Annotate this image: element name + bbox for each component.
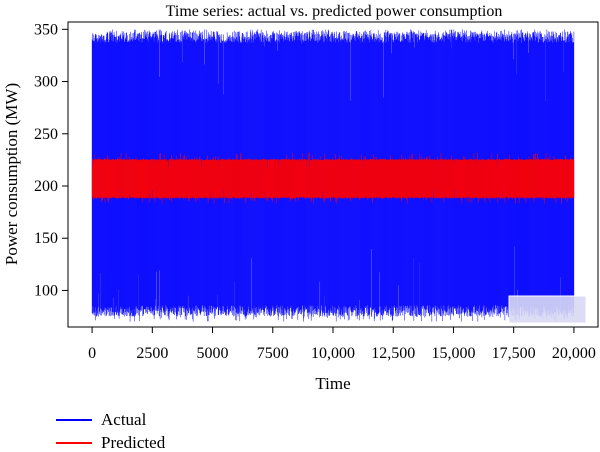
y-tick-label: 200 (34, 178, 58, 195)
x-tick-label: 10,000 (311, 345, 355, 362)
y-tick-label: 300 (34, 74, 58, 91)
y-tick-label: 100 (34, 282, 58, 299)
y-tick-label: 350 (34, 21, 58, 38)
legend-label-predicted: Predicted (101, 433, 166, 452)
x-axis-label: Time (315, 374, 350, 393)
y-tick-label: 250 (34, 126, 58, 143)
x-tick-label: 0 (88, 345, 96, 362)
x-tick-label: 15,000 (431, 345, 475, 362)
legend-label-actual: Actual (101, 410, 147, 429)
legend-overlay-box (508, 295, 587, 324)
x-tick-label: 5000 (197, 345, 229, 362)
x-tick-label: 20,000 (552, 345, 596, 362)
series-predicted-line (91, 152, 575, 204)
chart-title: Time series: actual vs. predicted power … (166, 3, 503, 20)
x-tick-label: 17,500 (492, 345, 536, 362)
legend: Actual Predicted (56, 410, 166, 452)
x-tick-label: 2500 (136, 345, 168, 362)
x-axis: 0 2500 5000 7500 10,000 12,500 15,000 17,500 20,… (68, 326, 598, 362)
y-axis-label: Power consumption (MW) (2, 83, 21, 265)
x-tick-label: 7500 (257, 345, 289, 362)
y-tick-label: 150 (34, 230, 58, 247)
plot-area (91, 29, 587, 324)
y-axis: 100 150 200 250 300 350 (34, 21, 69, 327)
x-tick-label: 12,500 (371, 345, 415, 362)
